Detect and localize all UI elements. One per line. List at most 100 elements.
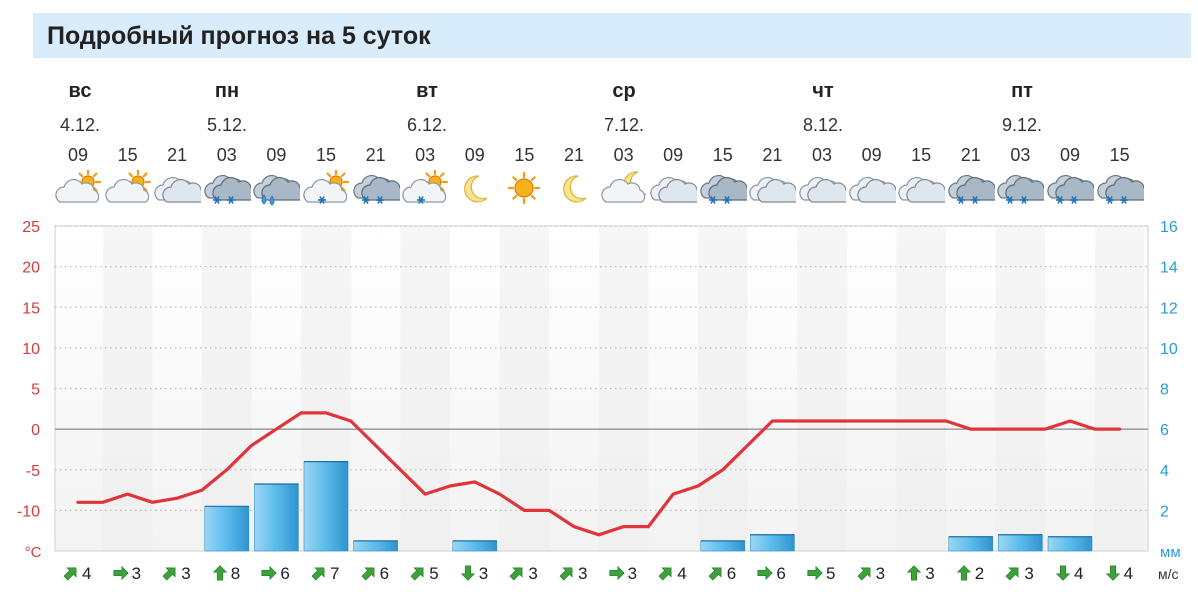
day-name-2: вт [416, 80, 438, 102]
wind-item-17: 3 [905, 564, 935, 584]
wind-item-12: 4 [657, 564, 687, 584]
day-date-4: 8.12. [802, 115, 844, 135]
partly-cloudy-day-icon [104, 170, 151, 203]
partly-cloudy-day-icon [55, 170, 102, 203]
precip-bar-3 [204, 506, 250, 552]
precip-bar-13 [700, 540, 746, 552]
wind-arrow-icon [907, 565, 922, 581]
precip-bar-19 [998, 534, 1043, 552]
wind-speed: 3 [578, 564, 588, 583]
wind-arrow-icon [63, 567, 77, 581]
sun-icon [508, 171, 541, 205]
hour-label-8: 09 [464, 145, 485, 165]
wind-speed: 6 [726, 564, 737, 583]
day-date-2: 6.12. [406, 115, 448, 135]
precip-bar-5 [303, 461, 349, 552]
y-right-tick-4: 8 [1160, 382, 1169, 399]
wind-item-20: 4 [1054, 564, 1083, 584]
wind-speed: 6 [280, 564, 290, 583]
rain-icon [253, 174, 301, 206]
wind-item-6: 6 [360, 564, 389, 584]
precip-bar-18 [948, 536, 994, 552]
wind-arrow-icon [509, 567, 523, 581]
y-right-tick-1: 14 [1160, 260, 1178, 277]
wind-item-21: 4 [1104, 564, 1133, 584]
wind-item-2: 3 [161, 564, 191, 584]
precip-bar-6 [353, 540, 398, 552]
wind-item-14: 6 [756, 564, 786, 584]
wind-item-18: 2 [955, 564, 984, 584]
wind-speed: 4 [82, 564, 92, 583]
wind-speed: 6 [379, 564, 390, 583]
wind-arrow-icon [1105, 565, 1120, 581]
hour-label-5: 15 [315, 145, 337, 165]
day-date-0: 4.12. [59, 115, 101, 135]
wind-item-1: 3 [112, 564, 141, 584]
y-left-tick-3: 10 [22, 341, 40, 358]
y-left-tick-1: 20 [22, 260, 40, 277]
y-left-tick-0: 25 [22, 219, 40, 236]
precip-bar-14 [750, 534, 795, 552]
day-name-4: чт [812, 80, 834, 102]
precip-bar-8 [452, 540, 498, 552]
wind-arrow-icon [162, 567, 176, 581]
wind-speed: 3 [528, 564, 538, 583]
hour-label-10: 21 [563, 145, 585, 165]
partly-cloudy-snow-day-icon [402, 170, 449, 204]
hour-label-2: 21 [167, 145, 188, 165]
wind-speed: 3 [875, 564, 886, 583]
hour-label-12: 09 [663, 145, 684, 165]
hour-label-9: 15 [514, 145, 535, 165]
wind-item-9: 3 [508, 564, 538, 584]
y-left-tick-7: -10 [17, 503, 40, 520]
y-right-tick-3: 10 [1160, 341, 1178, 358]
wind-item-5: 7 [310, 564, 339, 584]
wind-unit: м/с [1158, 566, 1179, 582]
hour-label-0: 09 [67, 145, 89, 165]
wind-arrow-icon [956, 565, 971, 581]
snow-icon [948, 174, 995, 204]
y-right-tick-5: 6 [1160, 422, 1169, 439]
day-name-5: пт [1011, 80, 1033, 102]
wind-arrow-icon [361, 567, 375, 581]
wind-arrow-icon [1055, 565, 1071, 581]
y-left-unit: °C [25, 544, 42, 561]
wind-arrow-icon [261, 565, 278, 581]
hour-label-11: 03 [613, 145, 634, 165]
wind-speed: 8 [230, 564, 241, 583]
wind-arrow-icon [807, 565, 823, 581]
wind-arrow-icon [113, 565, 129, 581]
partly-cloudy-night-icon [600, 171, 647, 203]
precip-bar-20 [1047, 536, 1093, 552]
wind-speed: 3 [131, 564, 142, 583]
y-right-tick-0: 16 [1160, 219, 1178, 236]
wind-arrow-icon [1005, 567, 1019, 581]
wind-speed: 7 [330, 564, 340, 583]
moon-icon [563, 175, 587, 203]
snow-icon [1047, 174, 1094, 204]
hour-label-1: 15 [117, 145, 138, 165]
hour-label-17: 15 [911, 145, 932, 165]
cloudy-icon [799, 176, 846, 203]
wind-speed: 6 [776, 564, 786, 583]
wind-item-3: 8 [211, 564, 240, 584]
y-left-tick-5: 0 [31, 422, 40, 439]
wind-arrow-icon [757, 565, 774, 581]
wind-arrow-icon [460, 565, 475, 581]
snow-icon [204, 174, 251, 204]
y-right-tick-6: 4 [1160, 463, 1169, 480]
wind-item-15: 5 [806, 564, 835, 584]
wind-speed: 4 [1123, 564, 1134, 583]
hour-label-14: 21 [762, 145, 783, 165]
y-right-tick-2: 12 [1160, 300, 1178, 317]
wind-item-7: 5 [409, 564, 439, 584]
temperature-line [76, 411, 1122, 537]
forecast-header: Подробный прогноз на 5 суток [33, 13, 1191, 58]
snow-icon [1096, 174, 1144, 204]
wind-item-19: 3 [1004, 564, 1034, 584]
wind-speed: 3 [1024, 564, 1034, 583]
hour-label-3: 03 [216, 145, 237, 165]
wind-arrow-icon [559, 567, 573, 581]
wind-speed: 4 [677, 564, 687, 583]
wind-item-0: 4 [62, 564, 91, 584]
